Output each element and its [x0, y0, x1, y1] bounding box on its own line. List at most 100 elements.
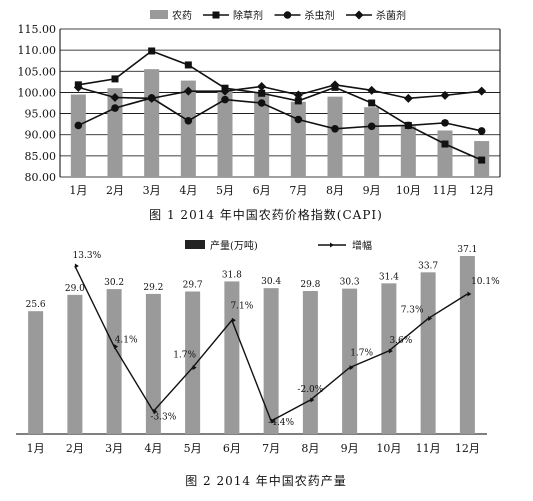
chart2-bar: [342, 288, 358, 434]
chart1-title: 图 1 2014 年中国农药价格指数(CAPI): [149, 207, 383, 222]
chart1-legend-marker: [212, 11, 220, 19]
chart1-point: [257, 99, 266, 107]
chart2-bar-label: 29.2: [143, 283, 163, 293]
chart2-bar-label: 33.7: [418, 261, 438, 271]
chart1-series-line: [78, 50, 482, 161]
chart-production: 产量(万吨) 增幅 25.6 29.0 30.2 29.2 29.7 31.8 30.4 29.…: [16, 239, 500, 488]
chart1-x-tick-label: 2月: [106, 184, 124, 197]
chart2-line-label: -2.0%: [297, 385, 323, 395]
chart2-bar-label: 29.7: [183, 281, 203, 291]
chart1-point: [73, 82, 83, 92]
chart2-line-label: 7.1%: [230, 301, 253, 311]
chart1-legend-label: 除草剂: [233, 9, 263, 22]
chart1-x-tick-label: 3月: [143, 184, 161, 197]
chart2-legend: 产量(万吨) 增幅: [185, 239, 372, 252]
chart1-point: [441, 140, 449, 148]
chart1-y-tick-label: 80.00: [25, 171, 57, 184]
chart1-point: [367, 85, 377, 95]
chart2-bars: 25.6 29.0 30.2 29.2 29.7 31.8 30.4 29.8 30.3 31.4…: [16, 245, 487, 435]
chart2-x-tick-label: 12月: [455, 442, 480, 455]
chart2-bar-label: 30.2: [104, 278, 124, 288]
chart1-bar: [70, 94, 86, 177]
chart1-legend-label: 农药: [172, 9, 192, 22]
chart1-point: [147, 93, 157, 103]
chart2-line-label: 10.1%: [471, 277, 500, 287]
chart1-x-tick-label: 7月: [289, 184, 307, 197]
chart1-legend-marker: [283, 11, 292, 19]
chart1-point: [404, 121, 413, 130]
chart1-point: [184, 61, 192, 69]
chart2-bar-label: 30.4: [261, 277, 281, 287]
chart1-y-tick-label: 90.00: [25, 129, 57, 142]
chart2-bar-label: 25.6: [26, 300, 46, 310]
chart1-series-line: [78, 84, 482, 100]
chart1-point: [258, 89, 266, 97]
chart2-line-point: [428, 316, 433, 322]
chart2-line-point: [153, 408, 158, 414]
chart2-bar-label: 29.8: [300, 280, 320, 290]
chart1-x-tick-label: 10月: [396, 184, 421, 197]
chart1-point: [330, 80, 340, 90]
chart2-bar-label: 31.8: [222, 270, 242, 280]
chart2-bar: [381, 283, 397, 434]
chart2-bar-label: 31.4: [379, 272, 399, 282]
chart2-legend-label: 产量(万吨): [210, 239, 258, 252]
chart1-point: [111, 104, 119, 112]
chart1-series-line: [77, 97, 482, 132]
chart1-point: [221, 95, 229, 104]
chart1-point: [367, 122, 376, 131]
chart2-line-label: -3.3%: [150, 412, 176, 422]
chart1-lines: [73, 47, 487, 164]
chart1-y-tick-label: 105.00: [18, 65, 57, 78]
chart1-point: [293, 90, 303, 100]
chart2-line-label: 13.3%: [73, 251, 102, 261]
chart2-x-tick-label: 10月: [376, 442, 401, 455]
chart1-point: [74, 121, 83, 130]
chart2-line-label: 1.7%: [173, 351, 196, 361]
chart2-x-tick-label: 6月: [223, 442, 241, 455]
chart1-x-tick-label: 9月: [363, 184, 381, 197]
chart2-bar-label: 37.1: [457, 245, 477, 255]
chart2-line-point: [231, 317, 236, 323]
chart1-point: [294, 97, 302, 105]
chart2-line-point: [74, 263, 79, 269]
chart2-legend-label: 增幅: [352, 239, 372, 252]
chart1-legend-swatch: [150, 10, 168, 19]
chart2-bar: [28, 311, 44, 434]
chart1-point: [220, 86, 230, 96]
chart2-bar: [420, 272, 436, 434]
chart1-gridlines: [59, 28, 501, 178]
chart1-x-tick-label: 1月: [69, 184, 87, 197]
chart2-bar: [224, 281, 240, 434]
chart1-point: [111, 75, 119, 83]
chart2-bar-label: 29.0: [65, 284, 85, 294]
chart1-bar: [400, 126, 416, 177]
chart2-line-label: 7.3%: [401, 306, 424, 316]
chart1-y-tick-label: 85.00: [25, 150, 57, 163]
chart1-bar: [327, 96, 343, 177]
chart1-point: [477, 86, 487, 96]
chart1-bar: [437, 130, 453, 177]
chart1-y-ticks: 80.00 85.00 90.00 95.00 100.00 105.00 110.00 11…: [18, 23, 57, 184]
chart2-line-point: [192, 365, 197, 371]
chart2-growth-line: 13.3% 4.1% -3.3% 1.7% 7.1% -4.4% -2.0% 1.7% 3.6%…: [73, 251, 501, 428]
chart2-x-tick-label: 4月: [144, 442, 162, 455]
chart1-point: [184, 116, 193, 125]
chart2-bar: [459, 256, 475, 434]
chart1-legend: 农药 除草剂 杀虫剂 杀菌剂: [150, 9, 406, 22]
chart1-x-tick-label: 12月: [469, 184, 494, 197]
chart2-bar: [106, 289, 122, 434]
chart2-x-tick-label: 7月: [262, 442, 280, 455]
chart2-x-tick-label: 1月: [27, 442, 45, 455]
chart2-x-ticks: 1月 2月 3月 4月 5月 6月 7月 8月 9月 10月 11月 12月: [27, 442, 480, 455]
chart2-bar: [67, 294, 83, 434]
chart2-line-point: [349, 365, 354, 371]
chart1-point: [478, 156, 486, 164]
chart2-line-point: [467, 291, 472, 297]
chart2-bar-label: 30.3: [340, 278, 360, 288]
chart1-legend-label: 杀虫剂: [305, 9, 335, 22]
chart1-x-tick-label: 5月: [216, 184, 234, 197]
chart1-point: [148, 47, 156, 55]
